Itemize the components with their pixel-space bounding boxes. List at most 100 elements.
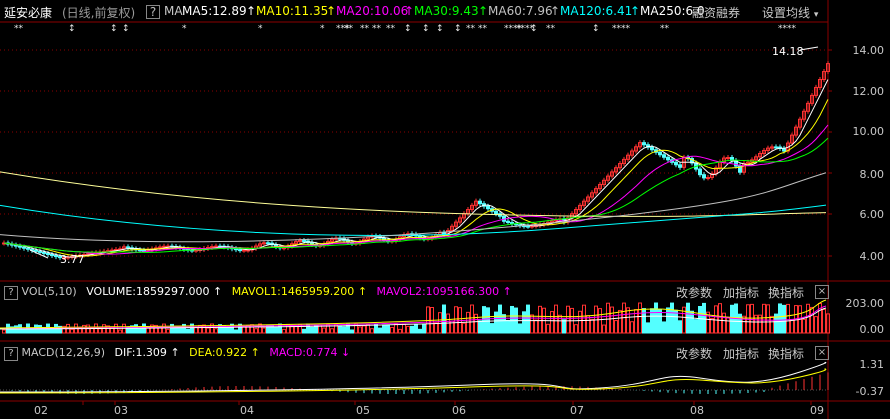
volume-bar xyxy=(86,324,90,334)
macd-change-params-button[interactable]: 改参数 xyxy=(676,347,713,361)
candle-body xyxy=(698,168,702,176)
candle-body xyxy=(506,220,510,224)
volume-bar xyxy=(702,302,706,334)
candle-body xyxy=(582,200,586,206)
volume-bar xyxy=(742,315,746,334)
event-mark[interactable]: ** xyxy=(478,24,487,34)
event-mark[interactable]: **** xyxy=(778,24,796,34)
event-mark[interactable]: ↕ xyxy=(436,24,444,34)
candle-body xyxy=(550,220,554,223)
event-mark[interactable]: ↕ xyxy=(68,24,76,34)
event-mark[interactable]: **** xyxy=(504,24,522,34)
event-marks-row: ** ↕ ↕ ↕ * * * *** ** ** ** ** ↕ ↕ ↕ ↕ ** ** **** **** ↕ ** ↕ *… xyxy=(0,22,830,36)
vol-help-icon[interactable]: ? xyxy=(4,286,18,300)
up-arrow-icon: ↑ xyxy=(478,4,489,18)
x-axis-label: 06 xyxy=(452,404,466,417)
volume-bar xyxy=(654,302,658,334)
candle-body xyxy=(614,167,618,173)
candle-body xyxy=(674,161,678,166)
event-mark[interactable]: ↕ xyxy=(110,24,118,34)
volume-bar xyxy=(378,327,382,334)
settings-ma-button[interactable]: 设置均线 ▾ xyxy=(762,4,818,21)
volume-bar xyxy=(610,306,614,334)
up-arrow-icon: ↑ xyxy=(212,285,223,298)
event-mark[interactable]: * xyxy=(182,24,187,34)
price-y-label: 4.00 xyxy=(859,250,885,263)
volume-bar xyxy=(242,326,246,334)
ma-legend-item: MA30:9.43 xyxy=(414,4,479,18)
macd-switch-indicator-button[interactable]: 换指标 xyxy=(768,347,805,361)
event-mark[interactable]: ** xyxy=(344,24,353,34)
volume-bar xyxy=(274,326,278,334)
event-mark[interactable]: ** xyxy=(546,24,555,34)
volume-bar xyxy=(322,327,326,334)
macd-help-icon[interactable]: ? xyxy=(4,347,18,361)
event-mark[interactable]: *** xyxy=(336,24,350,34)
candle-body xyxy=(294,241,298,245)
event-mark[interactable]: ** xyxy=(660,24,669,34)
vol-close-icon[interactable]: × xyxy=(815,285,829,299)
volume-bar xyxy=(186,328,190,334)
event-mark[interactable]: ** xyxy=(372,24,381,34)
up-arrow-icon: ↑ xyxy=(326,4,337,18)
candle-body xyxy=(790,134,794,144)
candle-body xyxy=(758,153,762,158)
margin-trading-button[interactable]: 融资融券 xyxy=(692,6,741,20)
volume-bar xyxy=(390,326,394,334)
candle-body xyxy=(738,165,742,173)
volume-bar xyxy=(618,309,622,334)
candle-body xyxy=(126,246,130,249)
candle-body xyxy=(802,110,806,120)
volume-bar xyxy=(770,315,774,334)
candle-body xyxy=(782,147,786,152)
event-mark[interactable]: ** xyxy=(14,24,23,34)
candle-body xyxy=(618,163,622,169)
candle-body xyxy=(234,248,238,251)
volume-bar xyxy=(826,313,830,334)
event-mark[interactable]: **** xyxy=(516,24,534,34)
volume-bar xyxy=(418,328,422,334)
candle-body xyxy=(754,156,758,161)
volume-bar xyxy=(638,302,642,334)
event-mark[interactable]: ↕ xyxy=(422,24,430,34)
vol-add-indicator-button[interactable]: 加指标 xyxy=(723,286,760,300)
event-mark[interactable]: ↕ xyxy=(404,24,412,34)
event-mark[interactable]: ** xyxy=(360,24,369,34)
help-box-icon[interactable]: ? xyxy=(146,5,160,19)
macd-add-indicator-button[interactable]: 加指标 xyxy=(723,347,760,361)
vol-change-params-button[interactable]: 改参数 xyxy=(676,286,713,300)
event-mark[interactable]: ↕ xyxy=(454,24,462,34)
ma30-line xyxy=(3,137,829,254)
event-mark[interactable]: ** xyxy=(466,24,475,34)
event-mark[interactable]: ↕ xyxy=(530,24,538,34)
candle-body xyxy=(34,249,38,252)
volume-bar xyxy=(330,328,334,334)
volume-bar xyxy=(182,323,186,334)
x-axis-label: 05 xyxy=(356,404,370,417)
up-arrow-icon: ↑ xyxy=(250,346,260,359)
volume-bar xyxy=(14,325,18,334)
event-mark[interactable]: * xyxy=(258,24,263,34)
candle-body xyxy=(50,254,54,257)
volume-bar xyxy=(574,324,578,334)
volume-bar xyxy=(218,324,222,334)
event-mark[interactable]: * xyxy=(320,24,325,34)
event-mark[interactable]: ↕ xyxy=(122,24,130,34)
volume-bar xyxy=(790,319,794,334)
candle-body xyxy=(650,146,654,151)
volume-bar xyxy=(738,313,742,334)
vol-switch-indicator-button[interactable]: 换指标 xyxy=(768,286,805,300)
volume-bar xyxy=(262,327,266,334)
high-marker-line xyxy=(799,46,819,51)
candle-body xyxy=(210,246,214,249)
vol-line xyxy=(0,307,827,330)
mavol2-value: MAVOL2:1095166.300 xyxy=(376,285,500,298)
ma-legend-item: MA20:10.06 xyxy=(336,4,409,18)
event-mark[interactable]: ↕ xyxy=(592,24,600,34)
event-mark[interactable]: **** xyxy=(612,24,630,34)
event-mark[interactable]: ** xyxy=(386,24,395,34)
price-y-label: 12.00 xyxy=(852,85,885,98)
ma60-line xyxy=(0,172,827,243)
macd-close-icon[interactable]: × xyxy=(815,346,829,360)
